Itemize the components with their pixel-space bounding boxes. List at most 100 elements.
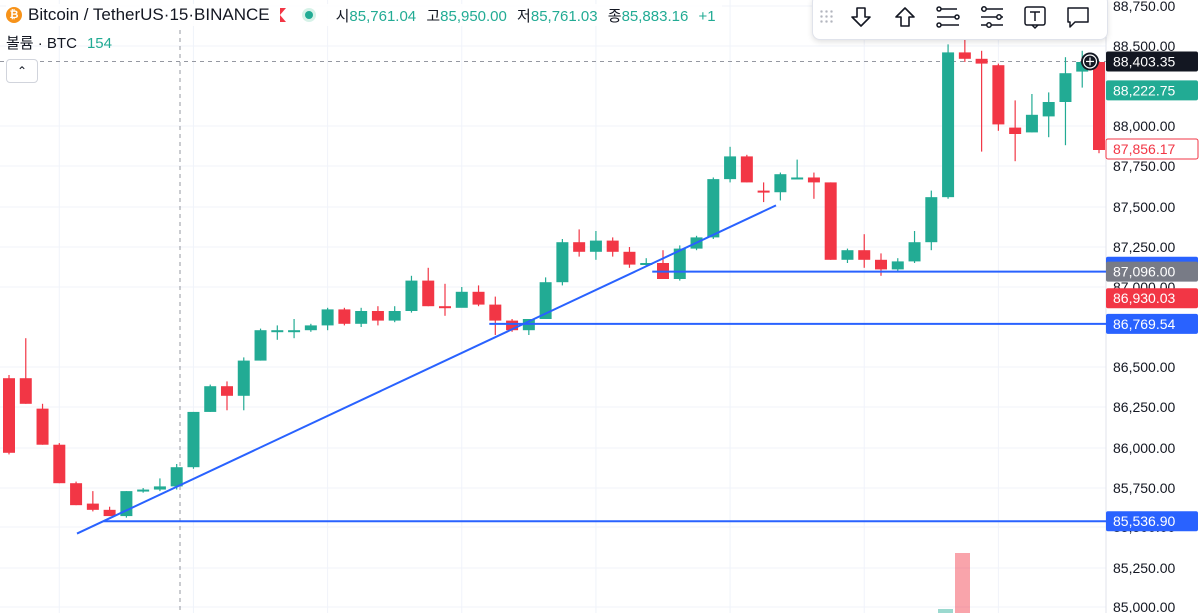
grip-icon[interactable] — [819, 9, 833, 25]
candle-body — [740, 156, 753, 183]
ohlc-values: 시85,761.04 고85,950.00 저85,761.03 종85,883… — [336, 5, 722, 26]
high-label: 고 — [426, 7, 441, 25]
symbol-name[interactable]: Bitcoin / TetherUS — [28, 5, 164, 24]
candle-body — [472, 291, 485, 305]
candle-body — [187, 411, 200, 468]
price-label: 87,096.00 — [1106, 261, 1198, 282]
bitcoin-icon: ₿ — [6, 7, 22, 23]
candle-body — [36, 408, 49, 445]
candle-body — [338, 309, 351, 324]
candle-body — [1025, 114, 1038, 133]
price-label-text: 87,856.17 — [1113, 141, 1175, 157]
path-icon[interactable] — [933, 2, 962, 32]
candle-body — [1009, 127, 1022, 134]
y-tick-label: 87,500.00 — [1113, 199, 1175, 215]
candle-body — [388, 311, 401, 321]
candle-body — [489, 304, 502, 321]
price-label-text: 87,096.00 — [1113, 264, 1175, 280]
candle-body — [70, 483, 83, 506]
settings-sliders-icon[interactable] — [977, 2, 1006, 32]
price-label-bg — [1106, 511, 1198, 532]
candle-body — [86, 503, 99, 510]
y-tick-label: 87,250.00 — [1113, 239, 1175, 255]
candle-body — [757, 190, 770, 193]
volume-value: 154 — [86, 35, 112, 52]
candle-body — [707, 179, 720, 238]
close-label: 종 — [607, 7, 622, 25]
volume-legend: 볼륨 · BTC 154 — [6, 32, 112, 53]
candle-body — [237, 360, 250, 396]
candle-body — [355, 311, 368, 324]
change-value: +1 — [698, 7, 716, 25]
volume-label: 볼륨 · BTC — [6, 35, 77, 52]
candle-body — [422, 280, 435, 307]
candle-body — [875, 259, 887, 270]
plus-icon — [1082, 54, 1098, 69]
y-tick-label: 86,500.00 — [1113, 359, 1175, 375]
candle-body — [774, 174, 787, 193]
candle-body — [824, 182, 837, 260]
candle-body — [1042, 102, 1055, 117]
candle-body — [271, 330, 284, 333]
exchange: BINANCE — [194, 5, 270, 24]
open-value: 85,761.04 — [349, 7, 417, 25]
price-label-text: 88,403.35 — [1113, 53, 1175, 69]
y-tick-label: 86,250.00 — [1113, 399, 1175, 415]
candle-body — [908, 242, 921, 262]
candle-body — [891, 261, 904, 270]
candle-body — [19, 378, 32, 404]
candle-body — [539, 282, 552, 319]
price-label-text: 86,930.03 — [1113, 290, 1175, 306]
candle-body — [405, 280, 418, 311]
price-label: 86,769.54 — [1106, 313, 1198, 334]
candle-body — [103, 509, 116, 517]
y-tick-label: 85,250.00 — [1113, 560, 1175, 576]
candle-body — [841, 250, 854, 260]
drawing-toolbar — [812, 0, 1108, 40]
candle-body — [573, 242, 586, 252]
y-tick-label: 85,000.00 — [1113, 599, 1175, 613]
price-label-text: 86,769.54 — [1113, 316, 1175, 332]
candle-body — [3, 378, 15, 453]
candle-body — [623, 251, 636, 265]
symbol-legend: ₿ Bitcoin / TetherUS · 15 · BINANCE 시85,… — [6, 4, 722, 26]
volume-bar — [955, 553, 970, 613]
trend-line — [76, 204, 777, 535]
candle-body — [975, 58, 988, 64]
candle-body — [791, 177, 804, 180]
close-value: 85,883.16 — [621, 7, 689, 25]
y-tick-label: 88,000.00 — [1113, 118, 1175, 134]
price-label-bg — [1105, 138, 1199, 160]
candle-body — [807, 177, 820, 183]
interval: 15 — [169, 5, 189, 24]
separator: · — [163, 5, 170, 24]
price-label-text: 88,222.75 — [1113, 82, 1175, 98]
open-label: 시 — [335, 7, 350, 25]
price-label-text: 85,536.90 — [1113, 513, 1175, 529]
candle-body — [439, 306, 451, 309]
candle-body — [640, 263, 653, 265]
text-icon[interactable] — [1020, 2, 1049, 32]
price-label: 85,536.90 — [1106, 511, 1198, 532]
flag-icon[interactable] — [279, 8, 286, 22]
candle-body — [221, 386, 233, 396]
candle-body — [137, 489, 150, 492]
comment-icon[interactable] — [1064, 2, 1093, 32]
arrow-down-icon[interactable] — [847, 2, 876, 32]
y-tick-label: 86,000.00 — [1113, 440, 1175, 456]
candle-body — [1059, 73, 1072, 102]
y-tick-label: 88,750.00 — [1113, 0, 1175, 14]
candle-body — [724, 156, 737, 180]
candle-body — [53, 444, 66, 484]
candle-body — [455, 291, 468, 308]
chevron-up-icon: ⌃ — [16, 64, 28, 78]
candle-body — [304, 325, 317, 331]
candle-body — [1076, 62, 1089, 72]
candle-body — [254, 330, 267, 361]
candle-body — [925, 197, 938, 243]
candle-body — [858, 250, 871, 260]
arrow-up-icon[interactable] — [890, 2, 919, 32]
candle-body — [1093, 62, 1105, 150]
collapse-legend-button[interactable]: ⌃ — [6, 59, 38, 83]
